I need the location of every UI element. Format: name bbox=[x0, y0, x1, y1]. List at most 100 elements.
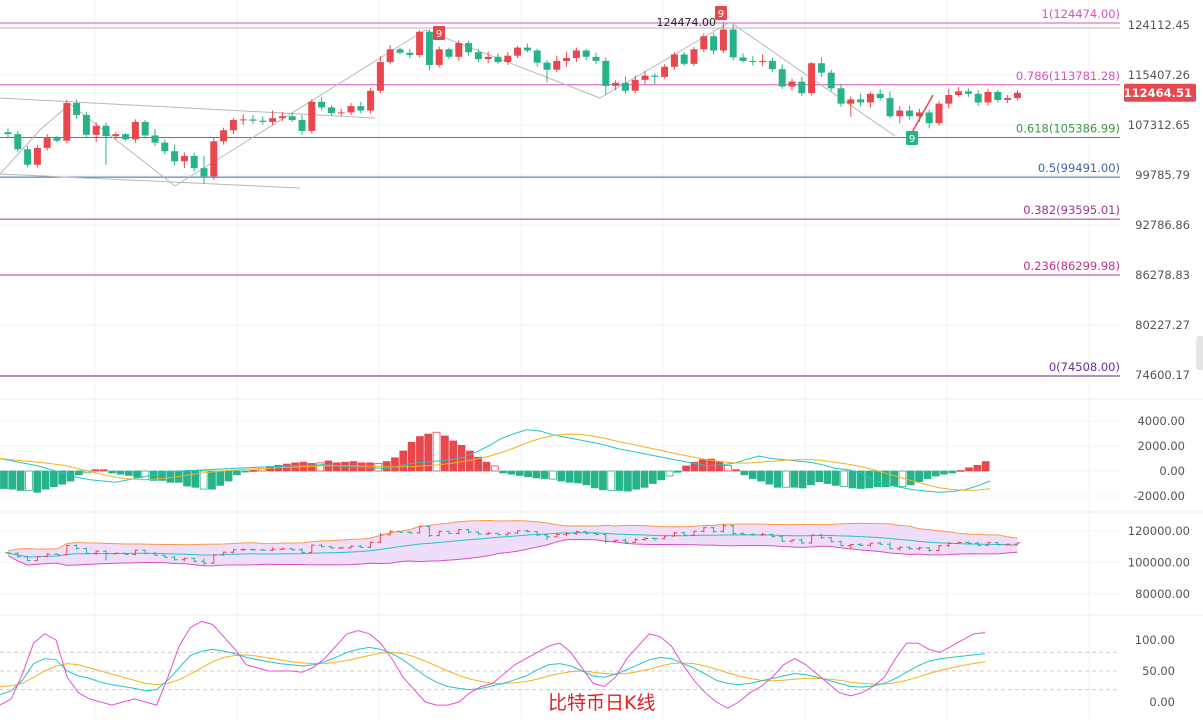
candle-body bbox=[494, 56, 502, 63]
candle-body bbox=[994, 91, 1002, 100]
macd-histogram-bar bbox=[549, 470, 557, 480]
candle bbox=[641, 70, 649, 85]
macd-histogram-bar bbox=[815, 470, 824, 483]
candle bbox=[406, 48, 414, 58]
price-tick-label: 92786.86 bbox=[1135, 218, 1190, 232]
macd-histogram-bar bbox=[848, 470, 857, 489]
candle-body bbox=[504, 55, 512, 63]
candle bbox=[151, 128, 159, 146]
candle-body bbox=[151, 135, 159, 143]
candle bbox=[229, 118, 237, 135]
candle-body bbox=[102, 125, 110, 137]
candle-body bbox=[43, 138, 51, 148]
macd-histogram-bar bbox=[665, 470, 674, 477]
macd-histogram-bar bbox=[723, 464, 732, 472]
macd-histogram-bar bbox=[116, 470, 125, 475]
kdj-j-line bbox=[0, 620, 986, 709]
candle bbox=[92, 122, 100, 142]
macd-histogram-bar bbox=[332, 462, 341, 472]
macd-histogram-bar bbox=[931, 470, 940, 477]
candle-body bbox=[749, 60, 757, 63]
candle-body bbox=[180, 155, 188, 162]
candle-body bbox=[82, 114, 90, 135]
trend-line bbox=[599, 21, 731, 99]
candle-body bbox=[220, 130, 228, 142]
candle-body bbox=[523, 47, 531, 51]
candle-body bbox=[14, 134, 22, 150]
macd-histogram-bar bbox=[732, 469, 740, 472]
candle-body bbox=[651, 75, 659, 77]
fib-label: 0.5(99491.00) bbox=[1038, 161, 1120, 175]
candle bbox=[171, 144, 179, 166]
candle-body bbox=[739, 57, 747, 61]
macd-histogram-bar bbox=[216, 470, 225, 486]
candle bbox=[1013, 90, 1021, 101]
candle-body bbox=[915, 112, 923, 117]
candle bbox=[631, 75, 639, 94]
kdj-tick-label: 50.00 bbox=[1142, 664, 1175, 678]
candle-body bbox=[406, 52, 414, 56]
candle bbox=[288, 112, 296, 122]
candle-body bbox=[778, 69, 786, 87]
candle bbox=[680, 51, 688, 67]
candle bbox=[827, 69, 835, 92]
macd-histogram-bar bbox=[490, 465, 499, 472]
boll-tick-label: 100000.00 bbox=[1128, 556, 1190, 570]
candle-body bbox=[788, 81, 796, 87]
candle-body bbox=[455, 43, 463, 57]
price-axis-layer: 124112.45 115407.26 107312.65 99785.79 92786… bbox=[1124, 18, 1196, 382]
candle bbox=[200, 155, 208, 184]
macd-histogram-bar bbox=[133, 470, 141, 478]
candle bbox=[210, 137, 218, 180]
candle-body bbox=[416, 31, 424, 56]
candle bbox=[249, 114, 257, 124]
candle-body bbox=[190, 155, 198, 169]
candle bbox=[102, 122, 110, 165]
macd-histogram-bar bbox=[158, 470, 166, 481]
candle-body bbox=[210, 141, 218, 177]
candle bbox=[974, 90, 982, 107]
candle bbox=[710, 32, 718, 55]
candle bbox=[308, 99, 316, 134]
candle-body bbox=[582, 50, 590, 57]
candle-body bbox=[964, 91, 972, 94]
candle-body bbox=[298, 120, 306, 131]
macd-histogram-bar bbox=[249, 469, 258, 472]
macd-histogram-bar bbox=[748, 470, 757, 479]
candle bbox=[337, 108, 345, 117]
macd-histogram-bar bbox=[141, 470, 150, 481]
fib-label: 0(74508.00) bbox=[1049, 360, 1120, 374]
candle-body bbox=[4, 132, 12, 135]
macd-histogram-bar bbox=[873, 470, 882, 488]
candle bbox=[514, 45, 522, 58]
candle-body bbox=[239, 119, 247, 121]
candle-body bbox=[955, 91, 963, 96]
candle-body bbox=[533, 50, 541, 63]
candle-body bbox=[269, 118, 277, 122]
candle-body bbox=[857, 99, 865, 103]
candle bbox=[141, 120, 149, 139]
macd-histogram-bar bbox=[682, 465, 691, 472]
candle-body bbox=[229, 120, 237, 131]
candle bbox=[759, 54, 767, 67]
candle-body bbox=[837, 88, 845, 104]
candle bbox=[278, 111, 286, 122]
candle bbox=[876, 88, 884, 101]
candle bbox=[935, 101, 943, 126]
panel-resize-handle[interactable] bbox=[1196, 336, 1203, 370]
macd-histogram-bar bbox=[807, 470, 815, 486]
candle bbox=[749, 56, 757, 66]
candle bbox=[955, 87, 963, 97]
candle-body bbox=[327, 107, 335, 114]
macd-histogram-bar bbox=[391, 457, 399, 472]
boll-upper-line bbox=[7, 519, 1018, 552]
macd-histogram-bar bbox=[757, 470, 765, 482]
candle-body bbox=[171, 151, 179, 162]
boll-lower-line bbox=[7, 539, 1018, 567]
candle-body bbox=[719, 29, 727, 51]
candle bbox=[435, 46, 443, 68]
candle-body bbox=[347, 106, 355, 113]
candle bbox=[661, 64, 669, 79]
